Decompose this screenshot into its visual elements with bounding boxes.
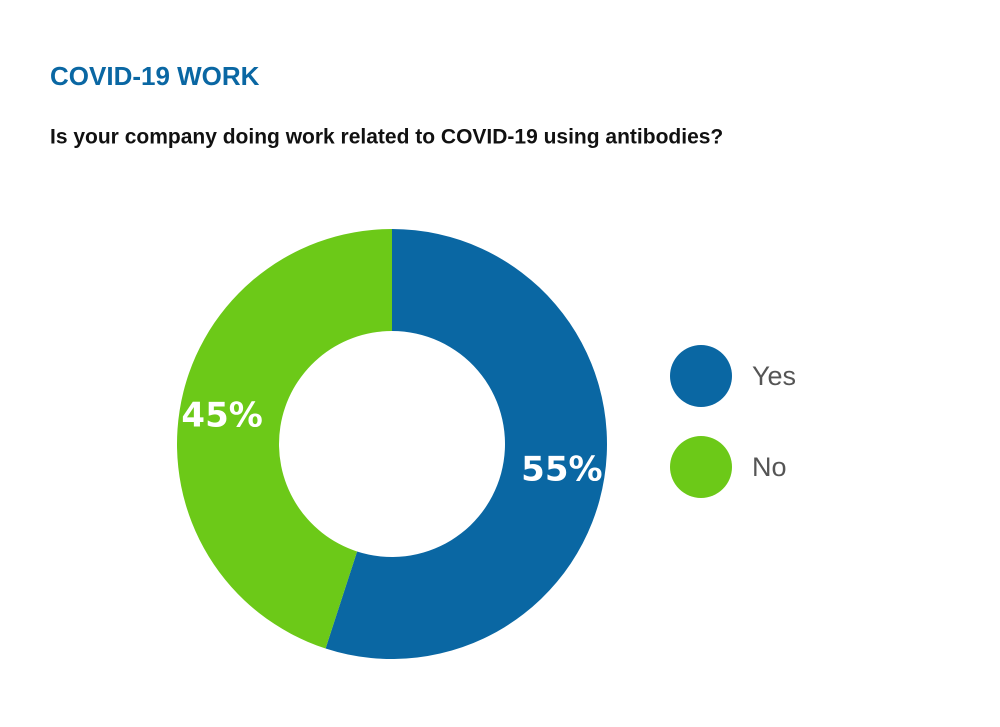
chart-subtitle: Is your company doing work related to CO… [50, 126, 723, 149]
legend-swatch [670, 436, 732, 498]
chart-title: COVID-19 WORK [50, 61, 260, 91]
value-label: 55% [521, 449, 602, 489]
legend-label: No [752, 452, 787, 482]
slice [176, 229, 392, 649]
value-label: 45% [181, 396, 262, 436]
legend-label: Yes [752, 361, 796, 391]
legend-swatch [670, 345, 732, 407]
slice [325, 229, 607, 660]
